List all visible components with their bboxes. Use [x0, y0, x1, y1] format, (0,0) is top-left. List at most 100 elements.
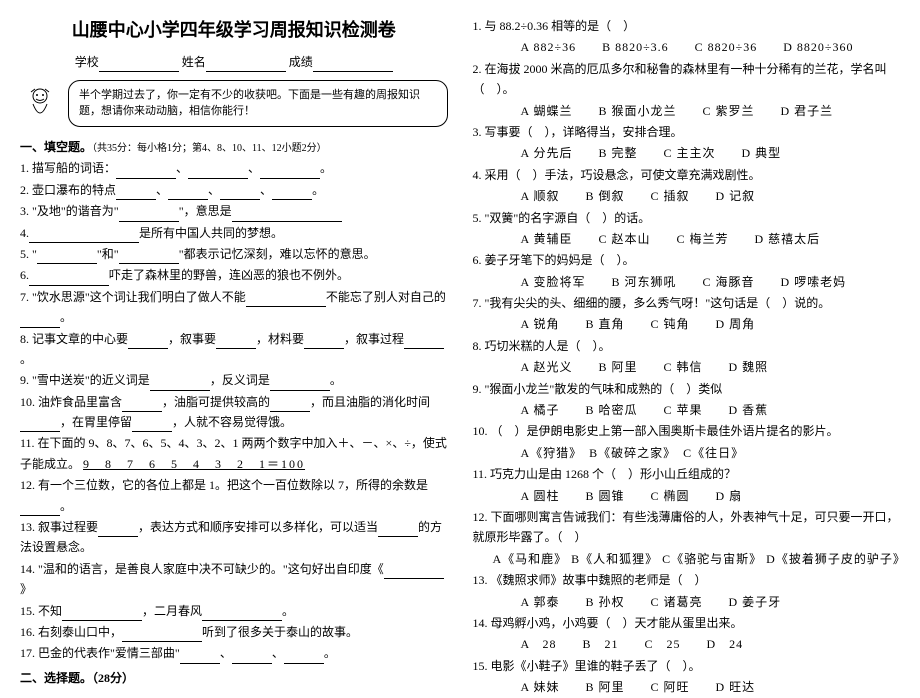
blank[interactable]: [20, 502, 60, 516]
q17a: 17. 巴金的代表作"爱情三部曲": [20, 646, 180, 660]
q6a: 6.: [20, 268, 29, 282]
blank[interactable]: [284, 650, 324, 664]
s2q8-opts: A 赵光义 B 阿里 C 韩信 D 魏照: [521, 357, 901, 377]
s2q10: 10. （ ）是伊朗电影史上第一部入围奥斯卡最佳外语片提名的影片。: [473, 421, 901, 441]
q8b: ，叙事要: [168, 332, 216, 346]
q5c: "都表示记忆深刻，难以忘怀的意思。: [179, 247, 376, 261]
q2: 2. 壶口瀑布的特点、、、。: [20, 180, 448, 200]
q7: 7. "饮水思源"这个词让我们明白了做人不能不能忘了别人对自己的。: [20, 287, 448, 328]
right-column: 1. 与 88.2÷0.36 相等的是（ ） A 882÷36 B 8820÷3…: [473, 15, 901, 622]
blank[interactable]: [20, 314, 60, 328]
s2q15: 15. 电影《小鞋子》里谁的鞋子丢了（ ）。: [473, 656, 901, 676]
q3b-text: "，意思是: [179, 204, 232, 218]
blank[interactable]: [29, 272, 109, 286]
s2q10-opts: A《狩猎》 B《破碎之家》 C《往日》: [521, 443, 901, 463]
s2q6: 6. 姜子牙笔下的妈妈是（ ）。: [473, 250, 901, 270]
q5b: "和": [97, 247, 119, 261]
blank[interactable]: [128, 335, 168, 349]
q8: 8. 记事文章的中心要，叙事要，材料要，叙事过程。: [20, 329, 448, 370]
blank[interactable]: [150, 377, 210, 391]
s2q7-opts: A 锐角 B 直角 C 钝角 D 周角: [521, 314, 901, 334]
s2q4: 4. 采用（ ）手法，巧设悬念，可使文章充满戏剧性。: [473, 165, 901, 185]
q1: 1. 描写船的词语：、、。: [20, 158, 448, 178]
school-blank[interactable]: [99, 58, 179, 72]
blank[interactable]: [246, 293, 326, 307]
name-label: 姓名: [182, 55, 206, 69]
q9c: 。: [330, 373, 342, 387]
blank[interactable]: [122, 398, 162, 412]
blank[interactable]: [216, 335, 256, 349]
q13b: ，表达方式和顺序安排可以多样化，可以适当: [138, 520, 378, 534]
blank[interactable]: [180, 650, 220, 664]
blank[interactable]: [37, 250, 97, 264]
blank[interactable]: [122, 628, 202, 642]
q10: 10. 油炸食品里富含，油脂可提供较高的，而且油脂的消化时间，在胃里停留，人就不…: [20, 392, 448, 433]
blank[interactable]: [220, 186, 260, 200]
blank[interactable]: [116, 186, 156, 200]
q6b: 吓走了森林里的野兽，连凶恶的狼也不例外。: [109, 268, 349, 282]
sec1-head-text: 一、填空题。: [20, 140, 92, 154]
blank[interactable]: [232, 208, 342, 222]
s2q13-opts: A 郭泰 B 孙权 C 诸葛亮 D 姜子牙: [521, 592, 901, 612]
intro-text: 半个学期过去了，你一定有不少的收获吧。下面是一些有趣的周报知识题，想请你来动动脑…: [68, 80, 448, 127]
s2q6-opts: A 变脸将军 B 河东狮吼 C 海豚音 D 啰嗦老妈: [521, 272, 901, 292]
q6: 6. 吓走了森林里的野兽，连凶恶的狼也不例外。: [20, 265, 448, 285]
blank[interactable]: [62, 607, 142, 621]
q8d: ，叙事过程: [344, 332, 404, 346]
s2q5-opts: A 黄辅臣 C 赵本山 C 梅兰芳 D 慈禧太后: [521, 229, 901, 249]
s2q7: 7. "我有尖尖的头、细细的腰，多么秀气呀！"这句话是（ ）说的。: [473, 293, 901, 313]
s2q1-opts: A 882÷36 B 8820÷3.6 C 8820÷36 D 8820÷360: [521, 37, 901, 57]
blank[interactable]: [132, 418, 172, 432]
s2q1: 1. 与 88.2÷0.36 相等的是（ ）: [473, 16, 901, 36]
blank[interactable]: [270, 398, 310, 412]
score-blank[interactable]: [313, 58, 393, 72]
blank[interactable]: [188, 165, 248, 179]
q12: 12. 有一个三位数，它的各位上都是 1。把这个一百位数除以 7，所得的余数是。: [20, 475, 448, 516]
blank[interactable]: [98, 523, 138, 537]
s2q9-opts: A 橘子 B 哈密瓜 C 苹果 D 香蕉: [521, 400, 901, 420]
q12a: 12. 有一个三位数，它的各位上都是 1。把这个一百位数除以 7，所得的余数是: [20, 478, 428, 492]
name-blank[interactable]: [206, 58, 286, 72]
blank[interactable]: [168, 186, 208, 200]
blank[interactable]: [260, 165, 320, 179]
q12b: 。: [60, 499, 72, 513]
q17d: 。: [324, 646, 336, 660]
q10e: ，人就不容易觉得饿。: [172, 415, 292, 429]
blank[interactable]: [119, 208, 179, 222]
q7c: 。: [60, 310, 72, 324]
s2q9: 9. "猴面小龙兰"散发的气味和成熟的（ ）类似: [473, 379, 901, 399]
q9a: 9. "雪中送炭"的近义词是: [20, 373, 150, 387]
blank[interactable]: [384, 565, 444, 579]
q10b: ，油脂可提供较高的: [162, 395, 270, 409]
q2-text: 2. 壶口瀑布的特点: [20, 183, 116, 197]
school-label: 学校: [75, 55, 99, 69]
s2q14-opts: A 28 B 21 C 25 D 24: [521, 634, 901, 654]
blank[interactable]: [232, 650, 272, 664]
s2q3: 3. 写事要（ ），详略得当，安排合理。: [473, 122, 901, 142]
blank[interactable]: [20, 418, 60, 432]
left-column: 山腰中心小学四年级学习周报知识检测卷 学校 姓名 成绩 半个学期过去了，你一定有…: [20, 15, 448, 622]
sec1-note: （共35分：每小格1分；第4、8、10、11、12小题2分）: [92, 143, 327, 154]
blank[interactable]: [270, 377, 330, 391]
q15c: 。: [282, 604, 294, 618]
blank[interactable]: [272, 186, 312, 200]
blank[interactable]: [304, 335, 344, 349]
q16: 16. 右刻泰山口中，听到了很多关于泰山的故事。: [20, 622, 448, 642]
blank[interactable]: [29, 229, 139, 243]
q8e: 。: [20, 352, 32, 366]
section2-head: 二、选择题。（28分）: [20, 668, 448, 688]
blank[interactable]: [202, 607, 282, 621]
q9b: ，反义词是: [210, 373, 270, 387]
blank[interactable]: [404, 335, 444, 349]
q13: 13. 叙事过程要，表达方式和顺序安排可以多样化，可以适当的方法设置悬念。: [20, 517, 448, 558]
blank[interactable]: [119, 250, 179, 264]
score-label: 成绩: [289, 55, 313, 69]
q17: 17. 巴金的代表作"爱情三部曲"、、。: [20, 643, 448, 663]
q15: 15. 不知，二月春风。: [20, 601, 448, 621]
q4a: 4.: [20, 226, 29, 240]
q4b: 是所有中国人共同的梦想。: [139, 226, 283, 240]
q3: 3. "及地"的谐音为""，意思是: [20, 201, 448, 221]
blank[interactable]: [116, 165, 176, 179]
section1-head: 一、填空题。（共35分：每小格1分；第4、8、10、11、12小题2分）: [20, 137, 448, 157]
blank[interactable]: [378, 523, 418, 537]
